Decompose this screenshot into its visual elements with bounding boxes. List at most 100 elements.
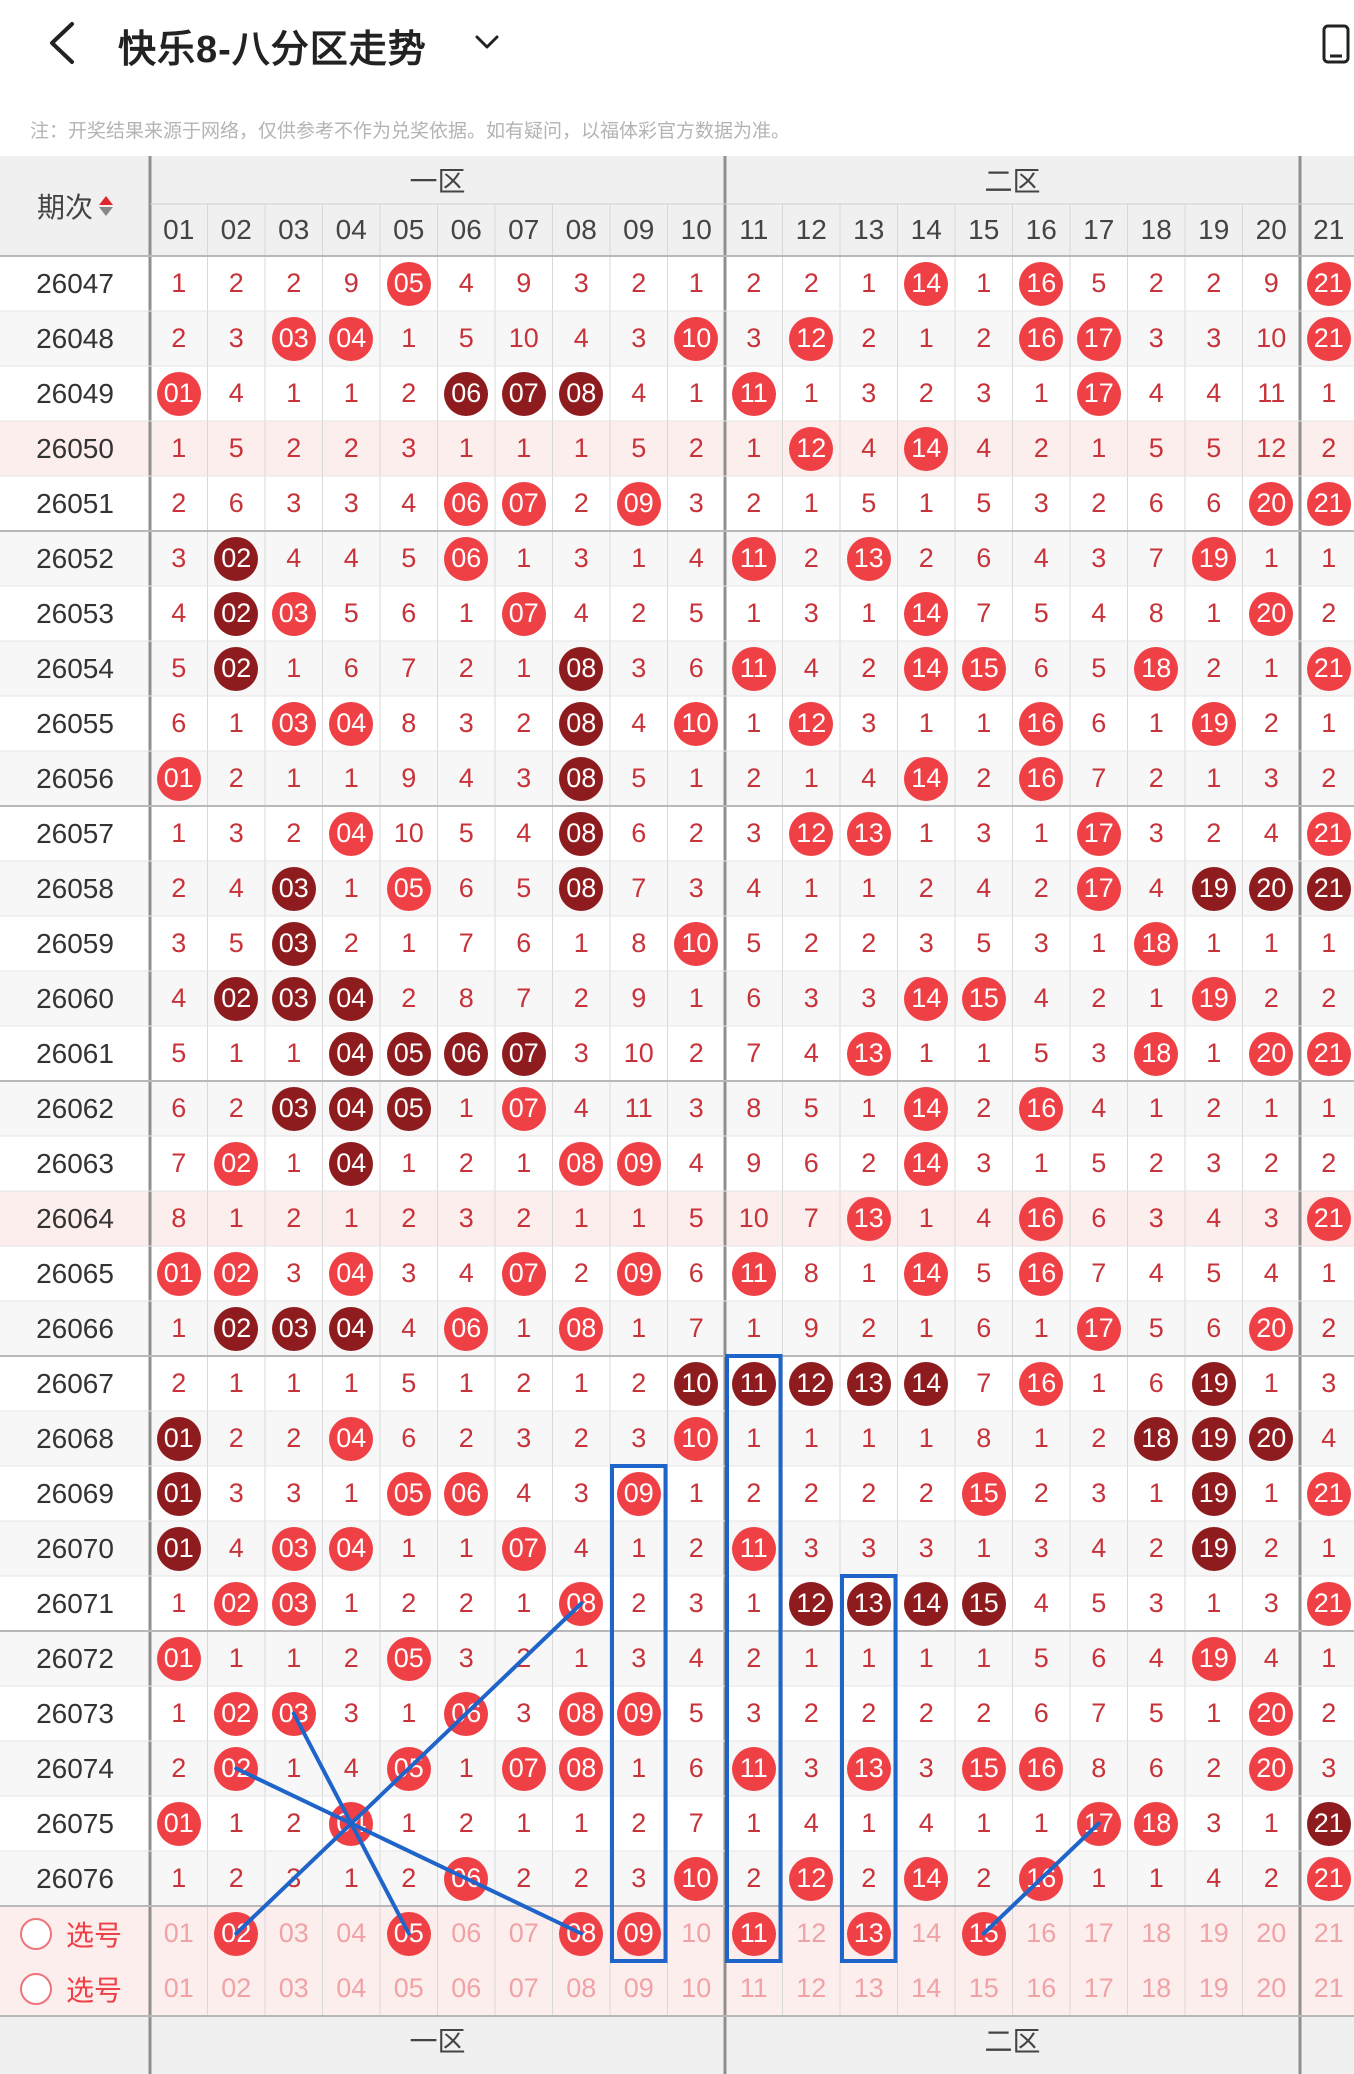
select-number[interactable]: 12	[783, 1961, 841, 2016]
select-number[interactable]: 08	[553, 1961, 611, 2016]
select-number[interactable]: 07	[495, 1961, 553, 2016]
table-cell: 5	[150, 1026, 208, 1081]
select-number[interactable]: 17	[1070, 1906, 1128, 1961]
sort-icon[interactable]	[99, 196, 113, 216]
miss-count: 1	[228, 708, 244, 738]
selected-ball[interactable]: 09	[616, 1911, 661, 1956]
select-number[interactable]: 01	[150, 1961, 208, 2016]
miss-count: 5	[401, 543, 417, 573]
select-number[interactable]: 05	[380, 1961, 438, 2016]
select-number[interactable]: 07	[495, 1906, 553, 1961]
miss-count: 1	[1263, 543, 1279, 573]
select-number[interactable]: 12	[783, 1906, 841, 1961]
select-number[interactable]: 21	[1300, 1961, 1354, 2016]
radio-button[interactable]	[20, 1972, 52, 2005]
select-number[interactable]: 16	[1013, 1906, 1071, 1961]
select-number[interactable]: 03	[265, 1961, 323, 2016]
selected-ball[interactable]: 08	[559, 1911, 604, 1956]
selected-ball[interactable]: 13	[846, 1911, 891, 1956]
hit-ball: 18	[1134, 921, 1179, 966]
select-number[interactable]: 06	[438, 1961, 496, 2016]
select-number[interactable]: 14	[898, 1906, 956, 1961]
select-number[interactable]: 20	[1243, 1961, 1301, 2016]
miss-count: 1	[343, 1588, 359, 1618]
table-cell: 7	[955, 586, 1013, 641]
select-number[interactable]: 04	[323, 1906, 381, 1961]
select-number[interactable]: 19	[1185, 1961, 1243, 2016]
miss-count: 2	[171, 1753, 187, 1783]
table-cell: 3	[1070, 1466, 1128, 1521]
radio-button[interactable]	[20, 1917, 52, 1950]
select-number[interactable]: 18	[1128, 1906, 1186, 1961]
hit-ball: 14	[904, 591, 949, 636]
device-icon[interactable]	[1320, 22, 1354, 66]
miss-count: 6	[401, 598, 417, 628]
select-number[interactable]: 11	[725, 1906, 783, 1961]
table-cell: 3	[1243, 1191, 1301, 1246]
period-number: 26051	[36, 487, 114, 519]
select-row-label[interactable]: 选号	[20, 1961, 122, 2016]
miss-count: 2	[228, 1863, 244, 1893]
miss-count: 1	[171, 818, 187, 848]
table-cell: 1	[610, 1521, 668, 1576]
miss-count: 7	[976, 598, 992, 628]
table-cell: 2	[495, 1356, 553, 1411]
chevron-down-icon[interactable]	[470, 28, 504, 56]
select-number[interactable]: 15	[955, 1961, 1013, 2016]
table-cell: 3	[1243, 1576, 1301, 1631]
select-number[interactable]: 02	[208, 1906, 266, 1961]
select-number[interactable]: 18	[1128, 1961, 1186, 2016]
miss-count: 2	[1148, 268, 1164, 298]
select-number[interactable]: 20	[1243, 1906, 1301, 1961]
table-cell: 1	[380, 1521, 438, 1576]
miss-count: 8	[401, 708, 417, 738]
miss-count: 3	[746, 1698, 762, 1728]
select-number[interactable]: 10	[668, 1961, 726, 2016]
miss-count: 4	[458, 268, 474, 298]
miss-count: 2	[1321, 433, 1337, 463]
table-cell: 11	[725, 1246, 783, 1301]
select-number[interactable]: 03	[265, 1906, 323, 1961]
miss-count: 7	[688, 1313, 704, 1343]
select-number[interactable]: 17	[1070, 1961, 1128, 2016]
select-number[interactable]: 02	[208, 1961, 266, 2016]
selected-ball[interactable]: 11	[731, 1911, 776, 1956]
period-header[interactable]: 期次	[0, 156, 150, 256]
select-number[interactable]: 21	[1300, 1906, 1354, 1961]
miss-count: 12	[1256, 433, 1287, 463]
table-cell: 21	[1300, 311, 1354, 366]
selected-ball[interactable]: 02	[214, 1911, 259, 1956]
select-row-label[interactable]: 选号	[20, 1906, 122, 1961]
hit-ball: 11	[731, 1361, 776, 1406]
select-number[interactable]: 05	[380, 1906, 438, 1961]
miss-count: 2	[1091, 1423, 1107, 1453]
select-number[interactable]: 09	[610, 1906, 668, 1961]
back-icon[interactable]	[40, 18, 86, 68]
table-cell: 1	[898, 1631, 956, 1686]
miss-count: 1	[516, 653, 532, 683]
select-number[interactable]: 19	[1185, 1906, 1243, 1961]
table-cell: 7	[610, 861, 668, 916]
table-cell: 04	[323, 1411, 381, 1466]
select-number[interactable]: 14	[898, 1961, 956, 2016]
miss-count: 5	[1091, 653, 1107, 683]
column-header: 01	[163, 214, 195, 245]
table-cell: 04	[323, 1301, 381, 1356]
select-number[interactable]: 10	[668, 1906, 726, 1961]
select-number[interactable]: 15	[955, 1906, 1013, 1961]
miss-count: 1	[401, 323, 417, 353]
table-cell: 15	[955, 641, 1013, 696]
select-number[interactable]: 09	[610, 1961, 668, 2016]
select-number[interactable]: 01	[150, 1906, 208, 1961]
selected-ball[interactable]: 05	[386, 1911, 431, 1956]
select-number[interactable]: 11	[725, 1961, 783, 2016]
select-number[interactable]: 13	[840, 1906, 898, 1961]
table-cell: 4	[323, 1741, 381, 1796]
select-number[interactable]: 08	[553, 1906, 611, 1961]
selected-ball[interactable]: 15	[961, 1911, 1006, 1956]
miss-count: 2	[573, 1258, 589, 1288]
select-number[interactable]: 16	[1013, 1961, 1071, 2016]
select-number[interactable]: 04	[323, 1961, 381, 2016]
select-number[interactable]: 13	[840, 1961, 898, 2016]
select-number[interactable]: 06	[438, 1906, 496, 1961]
